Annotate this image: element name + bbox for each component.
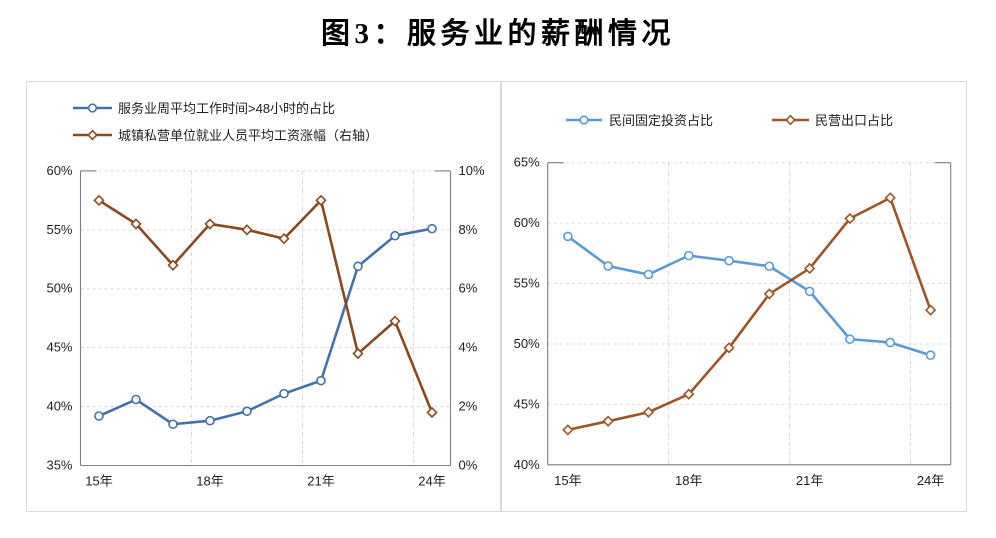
svg-text:10%: 10% (459, 163, 485, 178)
svg-text:40%: 40% (514, 457, 540, 472)
svg-text:服务业周平均工作时间>48小时的占比: 服务业周平均工作时间>48小时的占比 (118, 101, 335, 116)
svg-text:60%: 60% (514, 215, 540, 230)
svg-text:24年: 24年 (418, 474, 445, 489)
svg-text:18年: 18年 (196, 474, 223, 489)
svg-text:6%: 6% (459, 281, 478, 296)
svg-text:18年: 18年 (675, 473, 702, 488)
svg-text:民间固定投资占比: 民间固定投资占比 (609, 113, 713, 128)
svg-text:45%: 45% (514, 396, 540, 411)
svg-text:0%: 0% (459, 458, 478, 473)
svg-text:21年: 21年 (796, 473, 823, 488)
svg-text:50%: 50% (514, 336, 540, 351)
svg-text:8%: 8% (459, 222, 478, 237)
svg-text:15年: 15年 (85, 474, 112, 489)
svg-text:65%: 65% (514, 155, 540, 170)
svg-text:55%: 55% (514, 276, 540, 291)
svg-text:15年: 15年 (554, 473, 581, 488)
svg-text:40%: 40% (46, 399, 72, 414)
svg-text:50%: 50% (46, 281, 72, 296)
svg-text:4%: 4% (459, 340, 478, 355)
svg-text:民营出口占比: 民营出口占比 (815, 113, 893, 128)
svg-text:60%: 60% (46, 163, 72, 178)
svg-text:2%: 2% (459, 399, 478, 414)
svg-text:21年: 21年 (307, 474, 334, 489)
svg-text:24年: 24年 (917, 473, 944, 488)
svg-text:55%: 55% (46, 222, 72, 237)
svg-text:45%: 45% (46, 340, 72, 355)
svg-text:35%: 35% (46, 458, 72, 473)
svg-text:城镇私营单位就业人员平均工资涨幅（右轴）: 城镇私营单位就业人员平均工资涨幅（右轴） (118, 128, 378, 143)
